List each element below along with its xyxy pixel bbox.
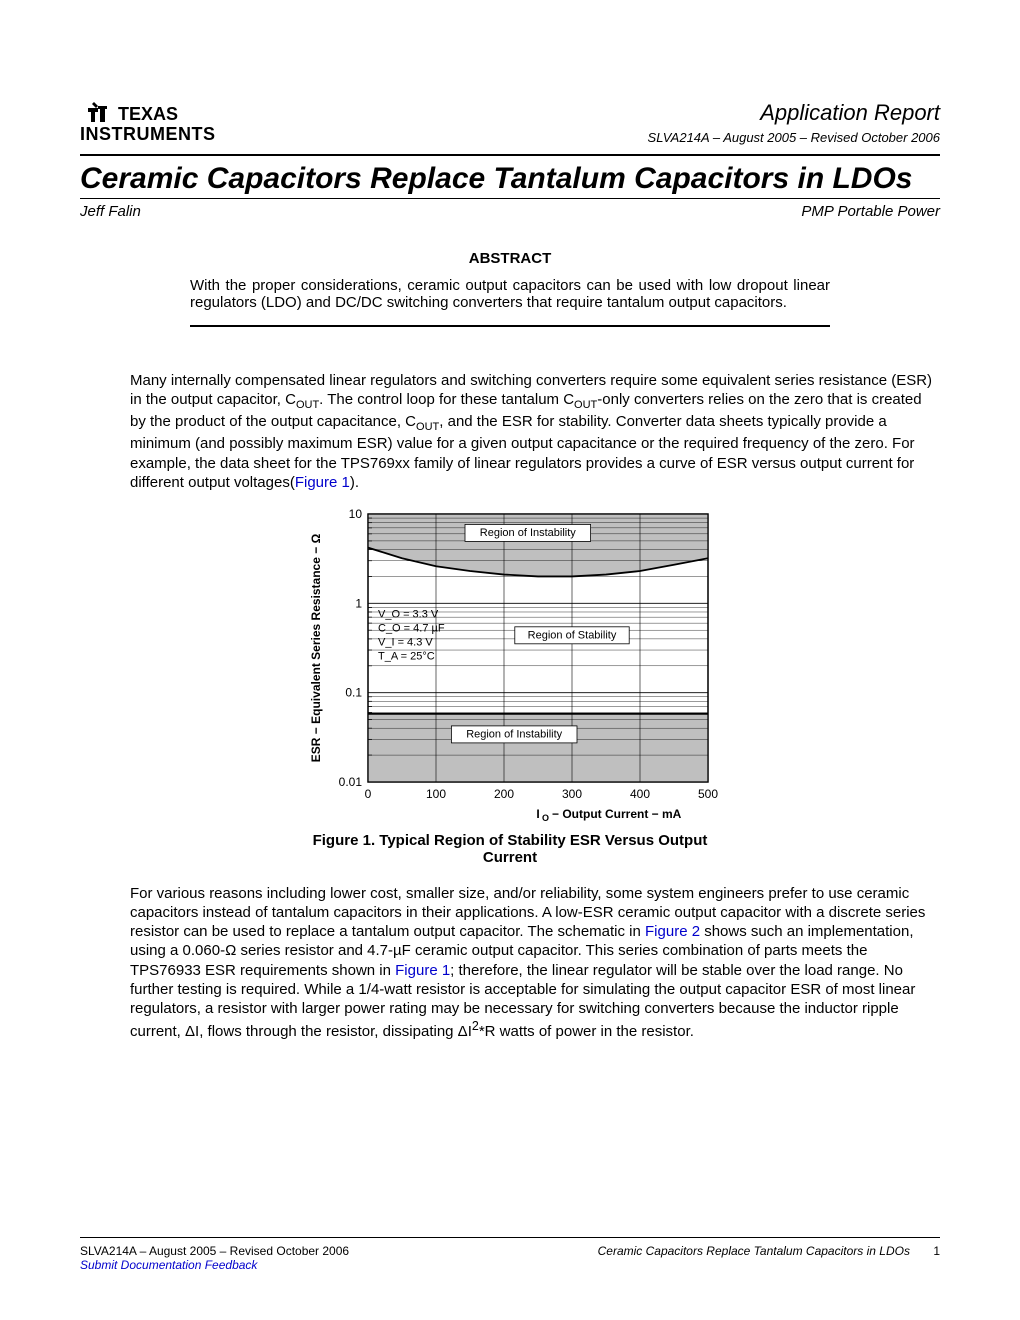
svg-text:0.01: 0.01 bbox=[339, 775, 363, 789]
title-rule bbox=[80, 198, 940, 199]
footer-right-title: Ceramic Capacitors Replace Tantalum Capa… bbox=[598, 1244, 910, 1258]
paragraph-1: Many internally compensated linear regul… bbox=[130, 371, 940, 492]
svg-text:O: O bbox=[542, 813, 549, 823]
page-footer: SLVA214A – August 2005 – Revised October… bbox=[80, 1229, 940, 1272]
svg-text:100: 100 bbox=[426, 787, 446, 801]
svg-text:300: 300 bbox=[562, 787, 582, 801]
header-rule bbox=[80, 154, 940, 156]
svg-text:− Output Current − mA: − Output Current − mA bbox=[552, 807, 682, 821]
svg-text:10: 10 bbox=[349, 507, 363, 521]
ti-logo: TEXAS INSTRUMENTS bbox=[80, 100, 250, 150]
doc-id: SLVA214A – August 2005 – Revised October… bbox=[648, 130, 940, 145]
submit-feedback-link[interactable]: Submit Documentation Feedback bbox=[80, 1258, 349, 1272]
svg-text:Region of Instability: Region of Instability bbox=[480, 527, 576, 539]
svg-text:I: I bbox=[536, 807, 539, 821]
svg-text:Region of Stability: Region of Stability bbox=[528, 629, 617, 641]
svg-text:ESR − Equivalent Series Resist: ESR − Equivalent Series Resistance − Ω bbox=[309, 533, 323, 762]
figure1-link-2[interactable]: Figure 1 bbox=[395, 962, 450, 979]
abstract-block: ABSTRACT With the proper considerations,… bbox=[190, 250, 830, 327]
svg-text:400: 400 bbox=[630, 787, 650, 801]
svg-text:Region of Instability: Region of Instability bbox=[466, 728, 562, 740]
paragraph-2: For various reasons including lower cost… bbox=[130, 884, 940, 1042]
byline: Jeff Falin PMP Portable Power bbox=[80, 203, 940, 220]
abstract-rule bbox=[190, 325, 830, 327]
svg-text:500: 500 bbox=[698, 787, 718, 801]
svg-text:T_A = 25°C: T_A = 25°C bbox=[378, 650, 435, 662]
svg-text:V_I = 4.3 V: V_I = 4.3 V bbox=[378, 636, 433, 648]
footer-rule bbox=[80, 1237, 940, 1238]
logo-top-text: TEXAS bbox=[118, 104, 178, 124]
page-number: 1 bbox=[933, 1244, 940, 1258]
svg-text:0: 0 bbox=[365, 787, 372, 801]
author-name: Jeff Falin bbox=[80, 203, 141, 220]
department: PMP Portable Power bbox=[801, 203, 940, 220]
figure-1: 0 100 200 300 400 500 10 1 0.1 0.01 Region of Inst… bbox=[300, 504, 720, 866]
abstract-text: With the proper considerations, ceramic … bbox=[190, 277, 830, 311]
logo-bottom-text: INSTRUMENTS bbox=[80, 124, 216, 144]
figure-1-caption: Figure 1. Typical Region of Stability ES… bbox=[300, 832, 720, 866]
abstract-heading: ABSTRACT bbox=[190, 250, 830, 267]
page-header: TEXAS INSTRUMENTS Application Report SLV… bbox=[80, 100, 940, 150]
svg-text:1: 1 bbox=[355, 596, 362, 610]
document-title: Ceramic Capacitors Replace Tantalum Capa… bbox=[80, 162, 940, 196]
figure1-link[interactable]: Figure 1 bbox=[295, 474, 350, 491]
svg-text:200: 200 bbox=[494, 787, 514, 801]
svg-text:V_O = 3.3 V: V_O = 3.3 V bbox=[378, 608, 439, 620]
report-type: Application Report bbox=[648, 100, 940, 126]
svg-text:C_O = 4.7 µF: C_O = 4.7 µF bbox=[378, 622, 445, 634]
footer-doc-id: SLVA214A – August 2005 – Revised October… bbox=[80, 1244, 349, 1258]
svg-text:0.1: 0.1 bbox=[345, 686, 362, 700]
figure2-link[interactable]: Figure 2 bbox=[645, 923, 700, 940]
